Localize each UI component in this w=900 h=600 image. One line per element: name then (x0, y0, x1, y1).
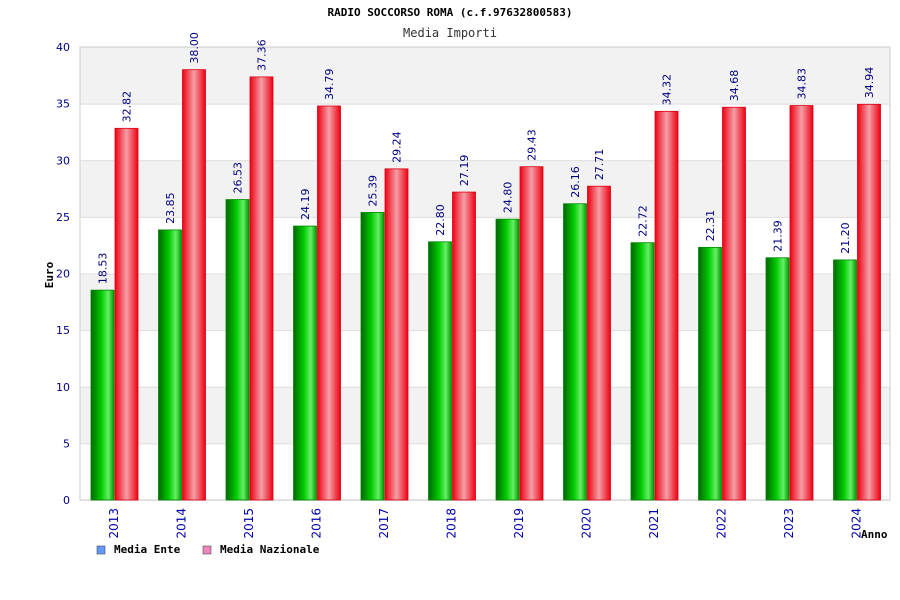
x-tick-label: 2018 (445, 508, 459, 539)
bar-media-ente-2023 (765, 257, 790, 501)
bar-media-ente-2018 (428, 241, 452, 501)
y-tick-label: 40 (56, 41, 70, 54)
bar-media-nazionale-2018 (452, 191, 476, 501)
bar-media-ente-2014 (158, 229, 182, 501)
bar-media-nazionale-2014 (182, 69, 206, 501)
legend-swatch-media-ente (96, 545, 106, 555)
bar-media-nazionale-2019 (519, 166, 544, 501)
grid-band (80, 160, 890, 217)
bar-media-ente-2015 (225, 199, 250, 501)
value-label: 38.00 (188, 32, 201, 64)
bar-media-ente-2016 (293, 225, 317, 501)
grid-band (80, 47, 890, 104)
value-label: 27.71 (593, 149, 606, 181)
value-label: 21.20 (839, 222, 852, 254)
value-label: 34.94 (863, 67, 876, 99)
chart-subtitle: Media Importi (403, 26, 497, 40)
value-label: 23.85 (164, 192, 177, 224)
bars (90, 69, 881, 501)
grid-band (80, 386, 890, 444)
value-label: 22.72 (637, 205, 650, 237)
bar-media-ente-2017 (360, 212, 385, 501)
x-tick-label: 2023 (782, 508, 796, 539)
value-label: 34.83 (796, 68, 809, 100)
y-axis-ticks: 0 5 10 15 20 25 30 35 40 (56, 41, 70, 507)
bar-media-ente-2013 (90, 289, 115, 501)
value-label: 32.82 (121, 91, 134, 123)
value-label: 22.80 (434, 204, 447, 236)
value-label: 24.19 (299, 189, 312, 221)
value-label: 21.39 (772, 220, 785, 252)
x-axis-label: Anno (861, 528, 888, 541)
plot-area (79, 46, 891, 501)
value-label: 26.16 (569, 166, 582, 198)
x-tick-label: 2021 (647, 508, 661, 539)
x-tick-label: 2015 (242, 508, 256, 539)
y-axis-label: Euro (43, 261, 56, 288)
x-tick-label: 2022 (715, 508, 729, 539)
x-tick-label: 2014 (175, 508, 189, 539)
value-label: 27.19 (458, 155, 471, 187)
value-label: 22.31 (704, 210, 717, 242)
bar-media-ente-2019 (495, 218, 520, 501)
bar-media-ente-2021 (630, 242, 655, 501)
bar-media-nazionale-2022 (722, 106, 746, 501)
x-tick-label: 2016 (310, 508, 324, 539)
x-tick-label: 2017 (377, 508, 391, 539)
y-tick-label: 15 (56, 324, 70, 337)
bar-media-nazionale-2024 (857, 103, 881, 501)
value-label: 34.79 (323, 69, 336, 101)
y-tick-label: 0 (63, 494, 70, 507)
value-label: 25.39 (367, 175, 380, 207)
legend: Media Ente Media Nazionale (96, 543, 320, 556)
chart-title: RADIO SOCCORSO ROMA (c.f.97632800583) (327, 6, 572, 19)
value-label: 34.68 (728, 70, 741, 102)
bar-media-nazionale-2015 (249, 76, 274, 501)
value-label: 18.53 (97, 253, 110, 285)
value-label: 29.43 (526, 129, 539, 161)
value-label: 34.32 (661, 74, 674, 106)
value-label: 37.36 (256, 39, 269, 71)
bar-media-nazionale-2016 (317, 105, 341, 501)
x-tick-label: 2013 (107, 508, 121, 539)
y-tick-label: 5 (63, 437, 70, 450)
value-label: 24.80 (502, 182, 515, 214)
bar-media-nazionale-2013 (114, 127, 139, 501)
bar-media-nazionale-2023 (789, 105, 814, 501)
y-tick-label: 20 (56, 268, 70, 281)
value-labels: 18.53 32.82 23.85 38.00 26.53 37.36 24.19 34.79… (97, 32, 877, 284)
bar-media-ente-2024 (833, 259, 857, 501)
x-tick-label: 2024 (850, 508, 864, 539)
grid-band (80, 273, 890, 331)
x-axis-ticks: 2013 2014 2015 2016 2017 2018 2019 2020 2021 2022… (107, 508, 864, 539)
y-tick-label: 10 (56, 381, 70, 394)
bar-media-ente-2022 (698, 246, 722, 501)
legend-label-media-nazionale: Media Nazionale (220, 543, 320, 556)
x-tick-label: 2019 (512, 508, 526, 539)
bar-media-nazionale-2020 (587, 185, 611, 501)
legend-label-media-ente: Media Ente (114, 543, 181, 556)
legend-swatch-media-nazionale (202, 545, 212, 555)
y-tick-label: 35 (56, 98, 70, 111)
y-tick-label: 25 (56, 211, 70, 224)
value-label: 26.53 (232, 162, 245, 194)
y-tick-label: 30 (56, 154, 70, 167)
bar-media-nazionale-2017 (384, 168, 409, 501)
bar-media-ente-2020 (563, 203, 587, 501)
bar-media-nazionale-2021 (654, 110, 679, 501)
x-tick-label: 2020 (580, 508, 594, 539)
value-label: 29.24 (391, 131, 404, 163)
